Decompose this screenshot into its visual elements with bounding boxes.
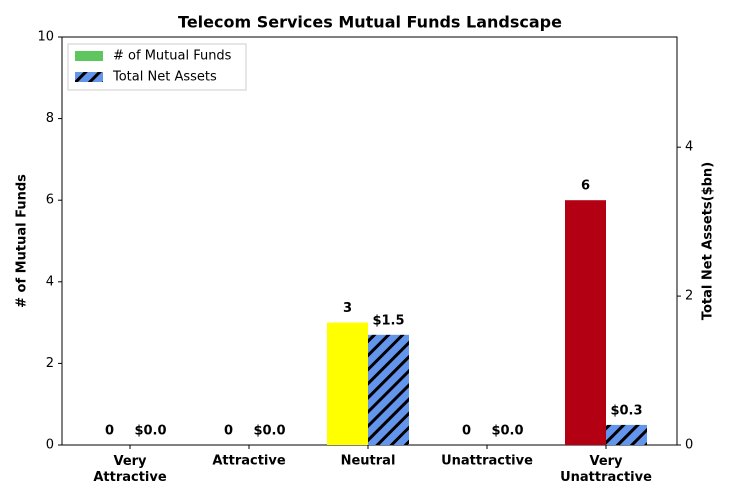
value-label: $0.0	[491, 424, 523, 439]
value-label: $0.0	[253, 424, 285, 439]
bar	[327, 322, 368, 445]
y-tick-label: 0	[46, 438, 54, 453]
y-tick-label: 10	[37, 30, 54, 45]
x-tick-label: Unattractive	[441, 454, 533, 469]
value-label: 3	[343, 301, 352, 316]
x-tick-label: Neutral	[341, 454, 396, 469]
bar	[565, 200, 606, 445]
bar	[606, 424, 647, 445]
value-label: $0.3	[610, 403, 642, 418]
legend-label: Total Net Assets	[112, 70, 217, 85]
bar	[368, 334, 409, 445]
y-axis-label: # of Mutual Funds	[15, 174, 30, 308]
x-tick-label: Attractive	[212, 454, 286, 469]
value-label: $0.0	[134, 424, 166, 439]
value-label: $1.5	[372, 313, 404, 328]
y2-tick-label: 0	[685, 438, 693, 453]
y2-tick-label: 4	[685, 140, 693, 155]
value-label: 0	[105, 424, 114, 439]
y-tick-label: 4	[46, 274, 54, 289]
value-label: 0	[462, 424, 471, 439]
value-label: 6	[581, 179, 590, 194]
y2-axis-label: Total Net Assets($bn)	[701, 162, 716, 320]
y-tick-label: 8	[46, 111, 54, 126]
legend-swatch	[75, 72, 103, 82]
legend-label: # of Mutual Funds	[113, 49, 232, 64]
value-label: 0	[224, 424, 233, 439]
y-tick-label: 2	[46, 356, 54, 371]
y-tick-label: 6	[46, 193, 54, 208]
legend-swatch	[75, 51, 103, 61]
x-tick-label: Very Attractive	[93, 454, 167, 485]
y2-tick-label: 2	[685, 289, 693, 304]
x-tick-label: Very Unattractive	[560, 454, 652, 485]
chart-title: Telecom Services Mutual Funds Landscape	[178, 13, 562, 32]
